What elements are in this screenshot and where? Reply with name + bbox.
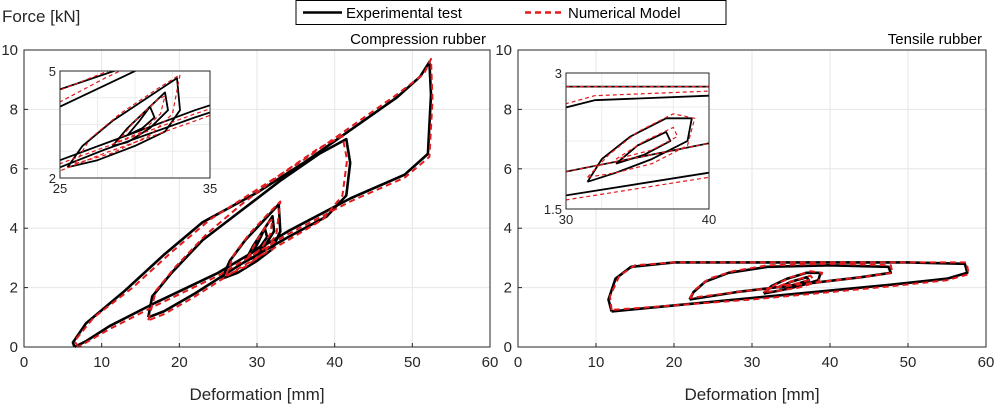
y-tick-label: 2 bbox=[504, 280, 512, 297]
compression-ticks: 0 10 20 30 40 50 60 0 2 4 6 8 10 bbox=[1, 42, 498, 371]
compression-title: Compression rubber bbox=[350, 31, 486, 48]
x-tick-label: 0 bbox=[514, 354, 522, 371]
x-tick-label: 0 bbox=[20, 354, 28, 371]
inset-experimental-loop bbox=[566, 85, 709, 197]
y-tick-label: 0 bbox=[504, 339, 512, 356]
x-tick-label: 40 bbox=[822, 354, 839, 371]
x-tick-label: 60 bbox=[978, 354, 995, 371]
inset-y-tick-label: 2 bbox=[49, 171, 56, 186]
legend: Experimental test Numerical Model bbox=[295, 0, 727, 25]
x-tick-label: 50 bbox=[900, 354, 917, 371]
legend-label-experimental: Experimental test bbox=[346, 5, 463, 22]
experimental-loop bbox=[71, 60, 433, 349]
y-tick-label: 8 bbox=[10, 101, 18, 118]
numerical-loop bbox=[609, 261, 970, 311]
tensile-inset: 30 40 1.5 3 bbox=[544, 66, 716, 227]
tensile-ticks: 0 10 20 30 40 50 60 0 2 4 6 8 10 bbox=[495, 42, 994, 371]
inset-y-tick-label: 1.5 bbox=[544, 202, 562, 217]
inset-grid bbox=[60, 71, 210, 178]
tensile-title: Tensile rubber bbox=[888, 31, 982, 48]
y-tick-label: 8 bbox=[504, 101, 512, 118]
inset-x-tick-label: 25 bbox=[53, 181, 67, 196]
inset-frame bbox=[565, 72, 710, 210]
x-tick-label: 10 bbox=[93, 354, 110, 371]
numerical-loop bbox=[763, 270, 824, 294]
inset-curves bbox=[566, 85, 709, 201]
y-tick-label: 4 bbox=[10, 220, 18, 237]
compression-curves bbox=[71, 57, 434, 349]
numerical-loop bbox=[688, 262, 894, 299]
inset-experimental-loop bbox=[615, 131, 672, 165]
inset-curves bbox=[60, 71, 210, 172]
x-tick-label: 20 bbox=[666, 354, 683, 371]
tensile-curves bbox=[607, 261, 970, 313]
experimental-loop bbox=[778, 275, 811, 289]
inset-y-tick-label: 3 bbox=[555, 66, 562, 81]
inset-numerical-loop bbox=[566, 86, 709, 201]
y-tick-label: 0 bbox=[10, 339, 18, 356]
y-tick-label: 6 bbox=[10, 161, 18, 178]
inset-x-tick-label: 30 bbox=[559, 212, 573, 227]
inset-x-tick-label: 35 bbox=[203, 181, 217, 196]
x-tick-label: 60 bbox=[482, 354, 499, 371]
experimental-loop bbox=[220, 203, 282, 280]
inset-numerical-loop bbox=[615, 126, 679, 160]
inset-numerical-loop bbox=[587, 113, 696, 178]
numerical-loop bbox=[147, 135, 349, 322]
tensile-xlabel: Deformation [mm] bbox=[684, 385, 819, 404]
inset-numerical-loop bbox=[74, 74, 181, 165]
panel-tensile: 0 10 20 30 40 50 60 0 2 4 6 8 10 Tensile rubber Defo… bbox=[495, 31, 994, 404]
experimental-loop bbox=[244, 215, 276, 263]
x-tick-label: 30 bbox=[249, 354, 266, 371]
x-tick-label: 20 bbox=[171, 354, 188, 371]
inset-y-tick-label: 5 bbox=[49, 64, 56, 79]
compression-xlabel: Deformation [mm] bbox=[189, 385, 324, 404]
x-tick-label: 30 bbox=[744, 354, 761, 371]
experimental-loop bbox=[251, 226, 269, 254]
figure-ylabel: Force [kN] bbox=[2, 7, 80, 26]
numerical-loop bbox=[246, 218, 274, 259]
y-tick-label: 2 bbox=[10, 280, 18, 297]
numerical-loop bbox=[224, 200, 282, 277]
numerical-loop bbox=[73, 57, 434, 348]
inset-frame bbox=[59, 70, 211, 179]
inset-x-tick-label: 40 bbox=[702, 212, 716, 227]
experimental-loop bbox=[147, 137, 352, 319]
legend-box bbox=[295, 0, 727, 25]
y-tick-label: 10 bbox=[495, 42, 512, 59]
numerical-loop bbox=[778, 274, 814, 288]
y-tick-label: 4 bbox=[504, 220, 512, 237]
inset-experimental-loop bbox=[66, 77, 181, 169]
x-tick-label: 10 bbox=[588, 354, 605, 371]
y-tick-label: 10 bbox=[1, 42, 18, 59]
x-tick-label: 50 bbox=[404, 354, 421, 371]
inset-experimental-loop bbox=[126, 105, 156, 137]
legend-label-numerical: Numerical Model bbox=[568, 5, 681, 22]
y-tick-label: 6 bbox=[504, 161, 512, 178]
x-tick-label: 40 bbox=[326, 354, 343, 371]
